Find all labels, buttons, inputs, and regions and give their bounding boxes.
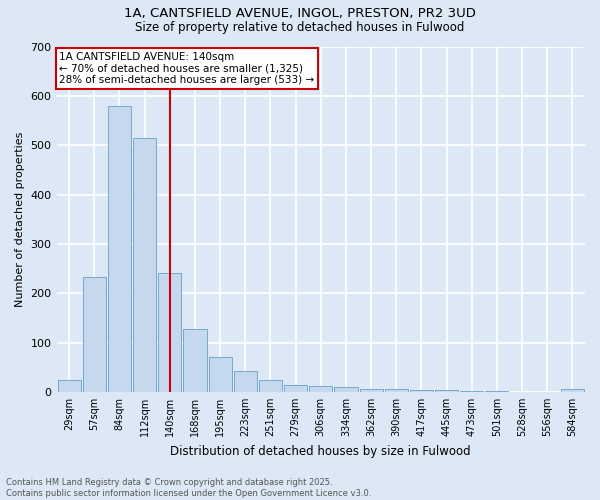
Bar <box>108 106 131 392</box>
Bar <box>410 390 433 392</box>
Text: Contains HM Land Registry data © Crown copyright and database right 2025.
Contai: Contains HM Land Registry data © Crown c… <box>6 478 371 498</box>
Bar <box>309 386 332 392</box>
X-axis label: Distribution of detached houses by size in Fulwood: Distribution of detached houses by size … <box>170 444 471 458</box>
Bar <box>83 277 106 392</box>
Bar <box>385 390 408 392</box>
Bar <box>284 384 307 392</box>
Bar <box>184 330 206 392</box>
Bar <box>359 390 383 392</box>
Bar <box>158 274 181 392</box>
Bar <box>561 390 584 392</box>
Bar <box>460 391 484 392</box>
Text: 1A CANTSFIELD AVENUE: 140sqm
← 70% of detached houses are smaller (1,325)
28% of: 1A CANTSFIELD AVENUE: 140sqm ← 70% of de… <box>59 52 314 85</box>
Bar <box>435 390 458 392</box>
Bar <box>58 380 80 392</box>
Bar <box>133 138 156 392</box>
Bar <box>334 386 358 392</box>
Bar <box>259 380 282 392</box>
Text: 1A, CANTSFIELD AVENUE, INGOL, PRESTON, PR2 3UD: 1A, CANTSFIELD AVENUE, INGOL, PRESTON, P… <box>124 8 476 20</box>
Bar <box>209 358 232 392</box>
Bar <box>234 371 257 392</box>
Text: Size of property relative to detached houses in Fulwood: Size of property relative to detached ho… <box>136 21 464 34</box>
Y-axis label: Number of detached properties: Number of detached properties <box>15 132 25 307</box>
